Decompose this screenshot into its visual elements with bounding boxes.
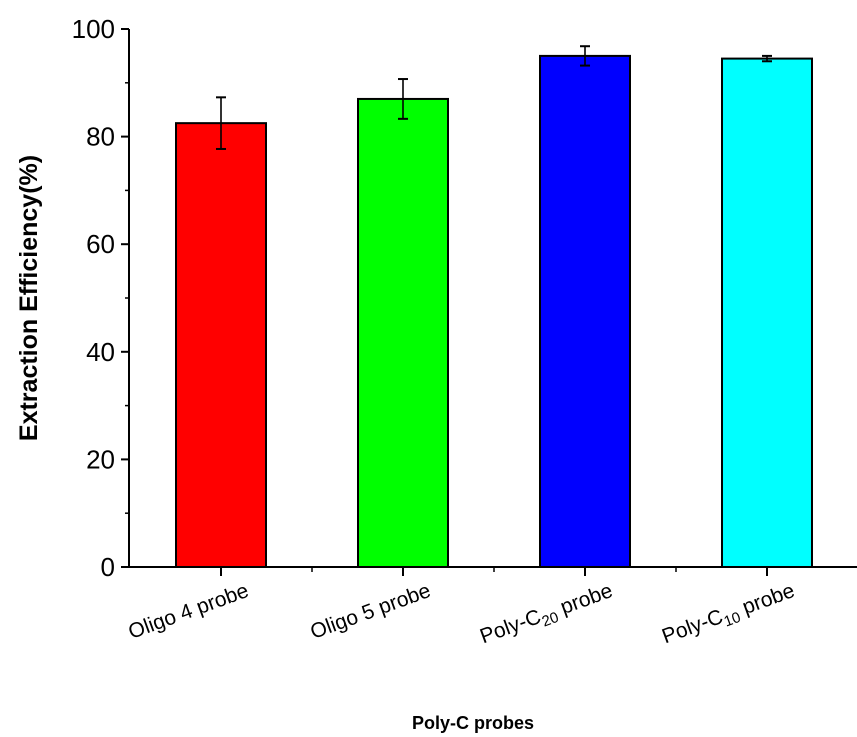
y-tick-label: 0 [101, 552, 115, 582]
y-tick-label: 20 [86, 444, 115, 474]
y-tick-label: 100 [72, 14, 115, 44]
x-category-label: Oligo 4 probe [125, 579, 251, 644]
bars-layer [175, 54, 813, 569]
y-ticks-layer: 0 20 40 60 80 100 [72, 14, 129, 582]
x-category-label: Oligo 5 probe [307, 579, 433, 644]
x-category-label: Poly-C20 probe [477, 579, 617, 652]
bar [357, 97, 449, 568]
bar [175, 122, 267, 569]
y-tick-label: 80 [86, 122, 115, 152]
bar [721, 57, 813, 569]
x-axis-title: Poly-C probes [412, 713, 534, 733]
bar [539, 54, 631, 569]
y-tick-label: 40 [86, 337, 115, 367]
y-tick-label: 60 [86, 229, 115, 259]
y-axis-title: Extraction Efficiency(%) [15, 155, 43, 441]
x-ticks-layer: Oligo 4 probe Oligo 5 probe Poly-C20 probe… [125, 567, 799, 652]
x-category-label: Poly-C10 probe [659, 579, 799, 652]
error-bars-layer [216, 45, 772, 150]
